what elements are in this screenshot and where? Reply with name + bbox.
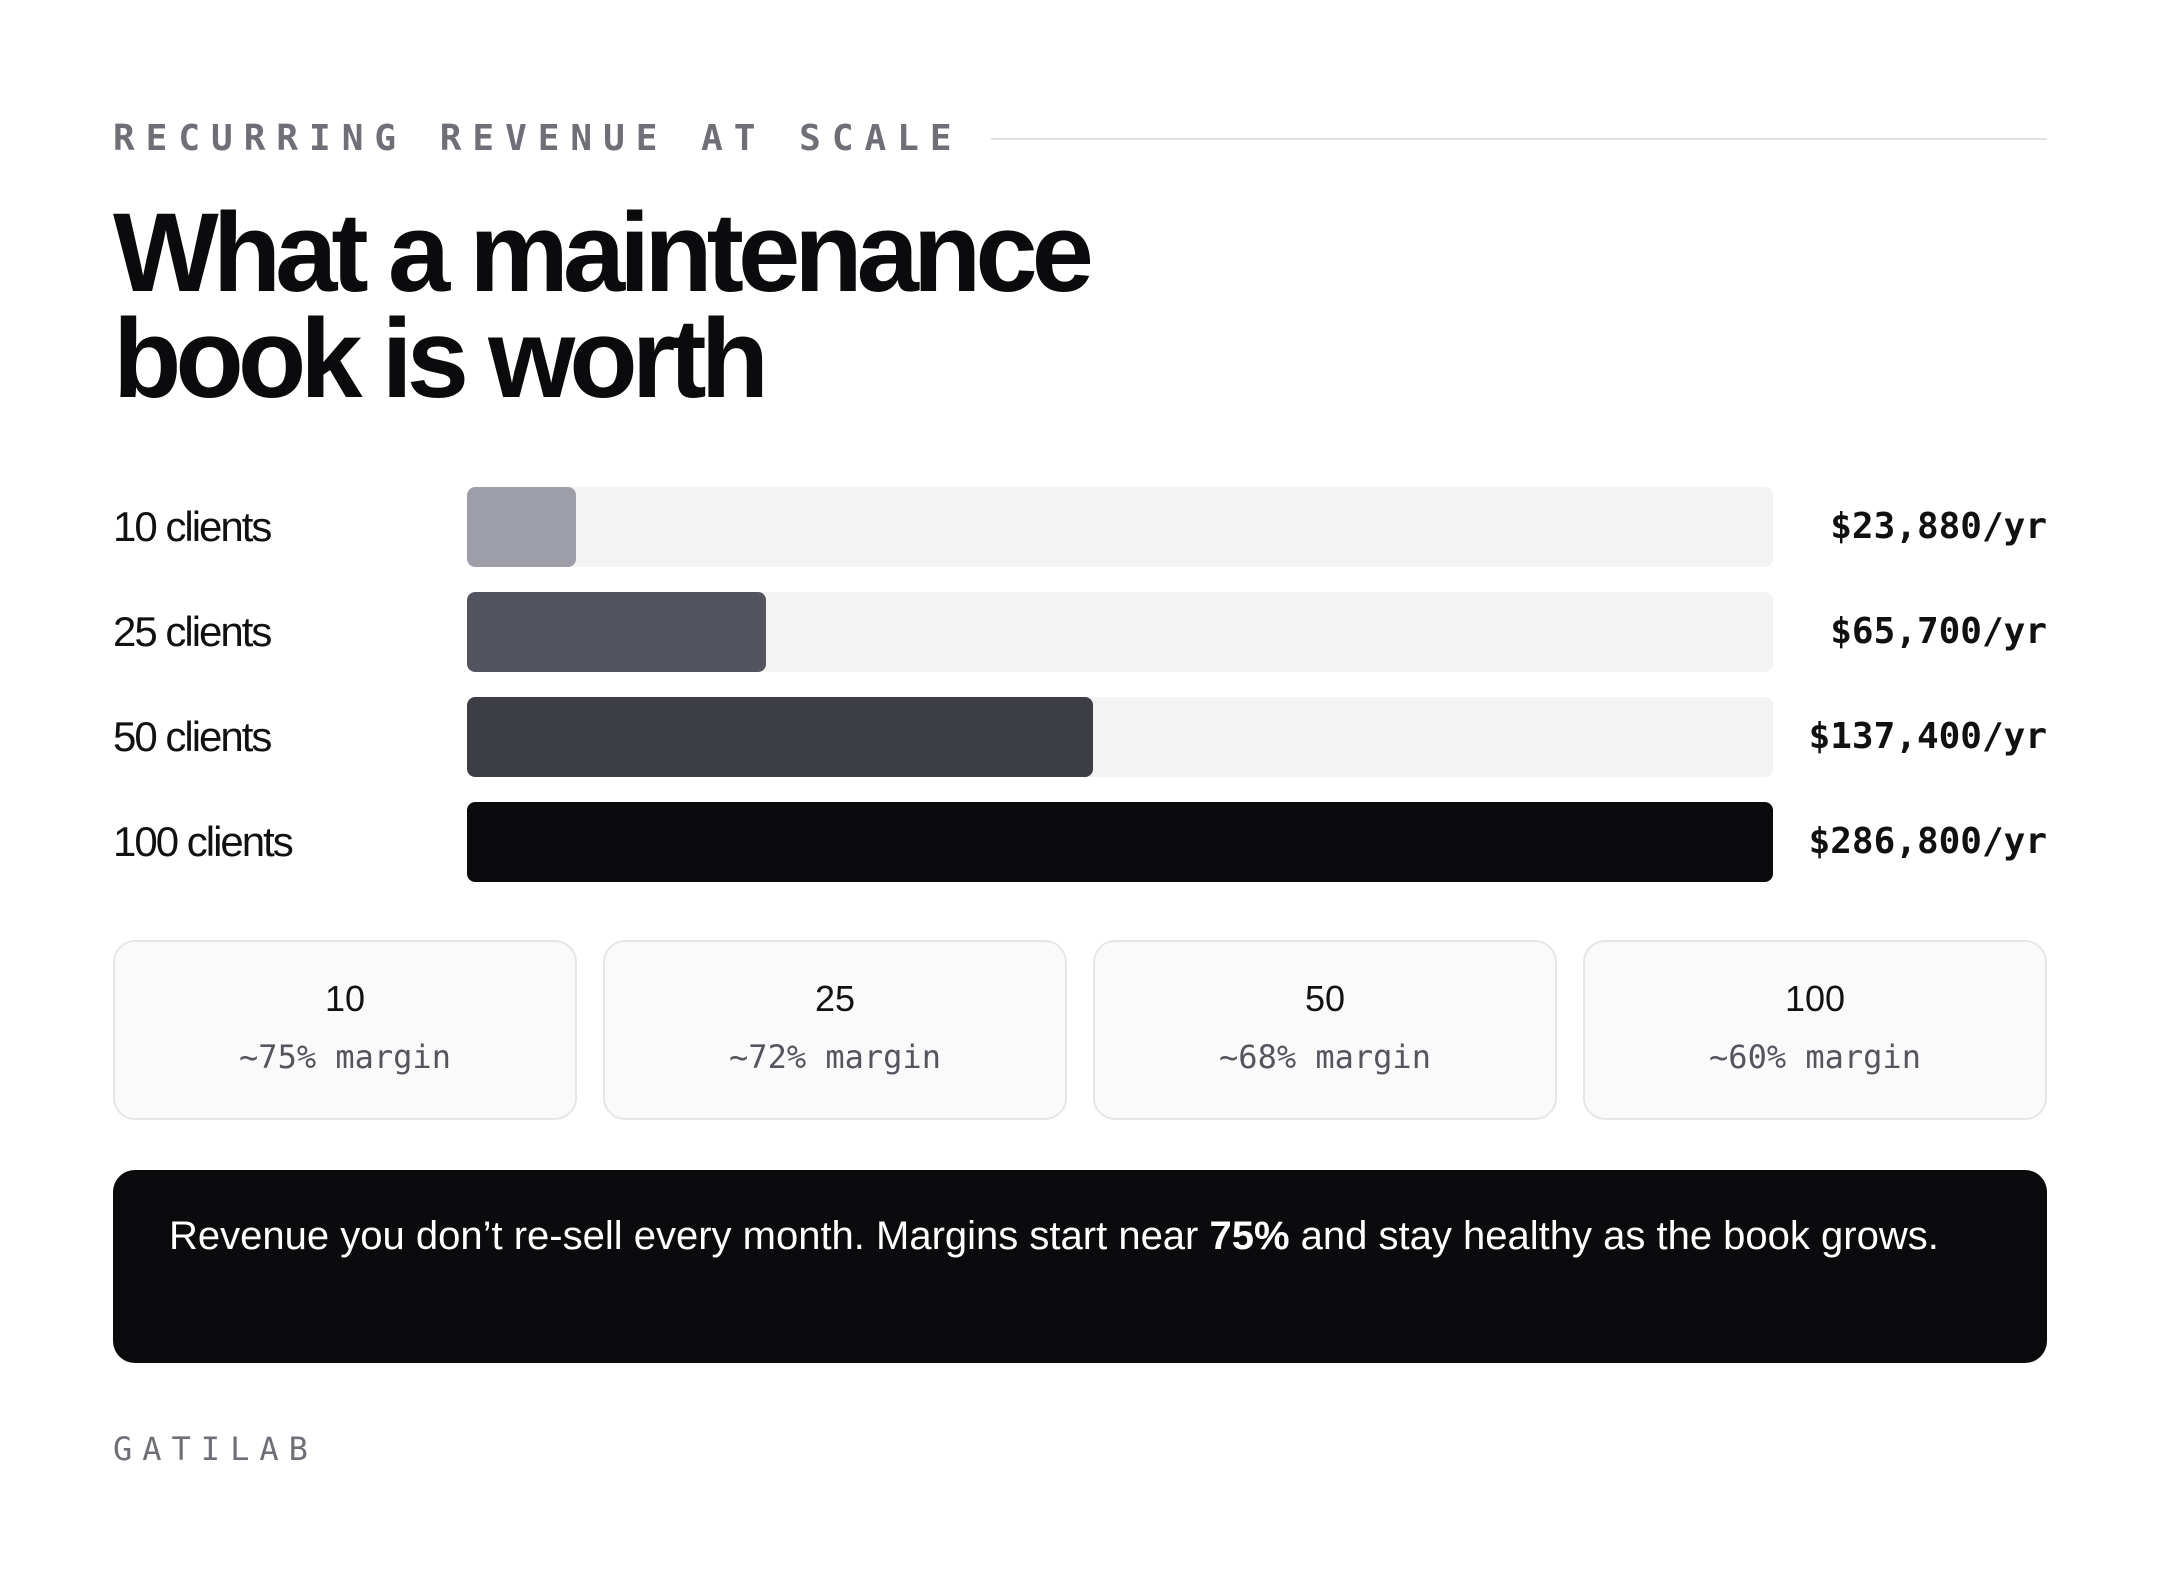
- bar-track: [467, 697, 1773, 777]
- margin-card-margin: ~72% margin: [729, 1038, 941, 1076]
- margin-card-client-count: 25: [814, 978, 856, 1019]
- eyebrow-label: RECURRING REVENUE AT SCALE: [113, 118, 963, 159]
- margin-card-margin: ~75% margin: [239, 1038, 451, 1076]
- brand-wordmark: GATILAB: [113, 1430, 318, 1468]
- margin-card: 100 ~60% margin: [1583, 940, 2047, 1120]
- bar-value-label: $23,880/yr: [1830, 506, 2047, 547]
- bar: [467, 802, 1773, 882]
- bar-row: 100 clients $286,800/yr: [113, 802, 2047, 882]
- page-title: What a maintenance book is worth: [113, 197, 1513, 415]
- margin-card: 50 ~68% margin: [1093, 940, 1557, 1120]
- margin-card-client-count: 100: [1784, 978, 1846, 1019]
- margin-card-margin: ~68% margin: [1219, 1038, 1431, 1076]
- bar: [467, 592, 767, 672]
- eyebrow-divider: [990, 137, 2047, 140]
- bar-category-label: 100 clients: [113, 818, 294, 865]
- bar-category-label: 50 clients: [113, 713, 272, 760]
- callout-text-start: Revenue you don’t re-sell every month. M…: [169, 1214, 1210, 1258]
- summary-callout: Revenue you don’t re-sell every month. M…: [113, 1170, 2047, 1363]
- bar: [467, 697, 1093, 777]
- bar-category-label: 25 clients: [113, 608, 272, 655]
- margin-cards: 10 ~75% margin 25 ~72% margin 50 ~68% ma…: [113, 940, 2047, 1120]
- bar-row: 10 clients $23,880/yr: [113, 487, 2047, 567]
- bar: [467, 487, 576, 567]
- bar-value-label: $137,400/yr: [1808, 716, 2047, 757]
- page-title-line-2: book is worth: [113, 296, 769, 421]
- bar-row: 50 clients $137,400/yr: [113, 697, 2047, 777]
- bar-track: [467, 592, 1773, 672]
- bar-value-label: $65,700/yr: [1830, 611, 2047, 652]
- bar-track: [467, 802, 1773, 882]
- margin-card: 25 ~72% margin: [603, 940, 1067, 1120]
- callout-highlight: 75%: [1209, 1214, 1290, 1258]
- margin-card-client-count: 50: [1304, 978, 1346, 1019]
- bar-value-label: $286,800/yr: [1808, 821, 2047, 862]
- eyebrow-row: RECURRING REVENUE AT SCALE: [113, 118, 2047, 159]
- margin-card-margin: ~60% margin: [1709, 1038, 1921, 1076]
- callout-text-end: and stay healthy as the book grows.: [1289, 1214, 1939, 1258]
- bar-row: 25 clients $65,700/yr: [113, 592, 2047, 672]
- margin-card: 10 ~75% margin: [113, 940, 577, 1120]
- bar-category-label: 10 clients: [113, 503, 272, 550]
- margin-card-client-count: 10: [324, 978, 366, 1019]
- bar-track: [467, 487, 1773, 567]
- page-title-line-1: What a maintenance: [113, 190, 1094, 315]
- revenue-bar-chart: 10 clients $23,880/yr 25 clients $65,700…: [113, 487, 2047, 887]
